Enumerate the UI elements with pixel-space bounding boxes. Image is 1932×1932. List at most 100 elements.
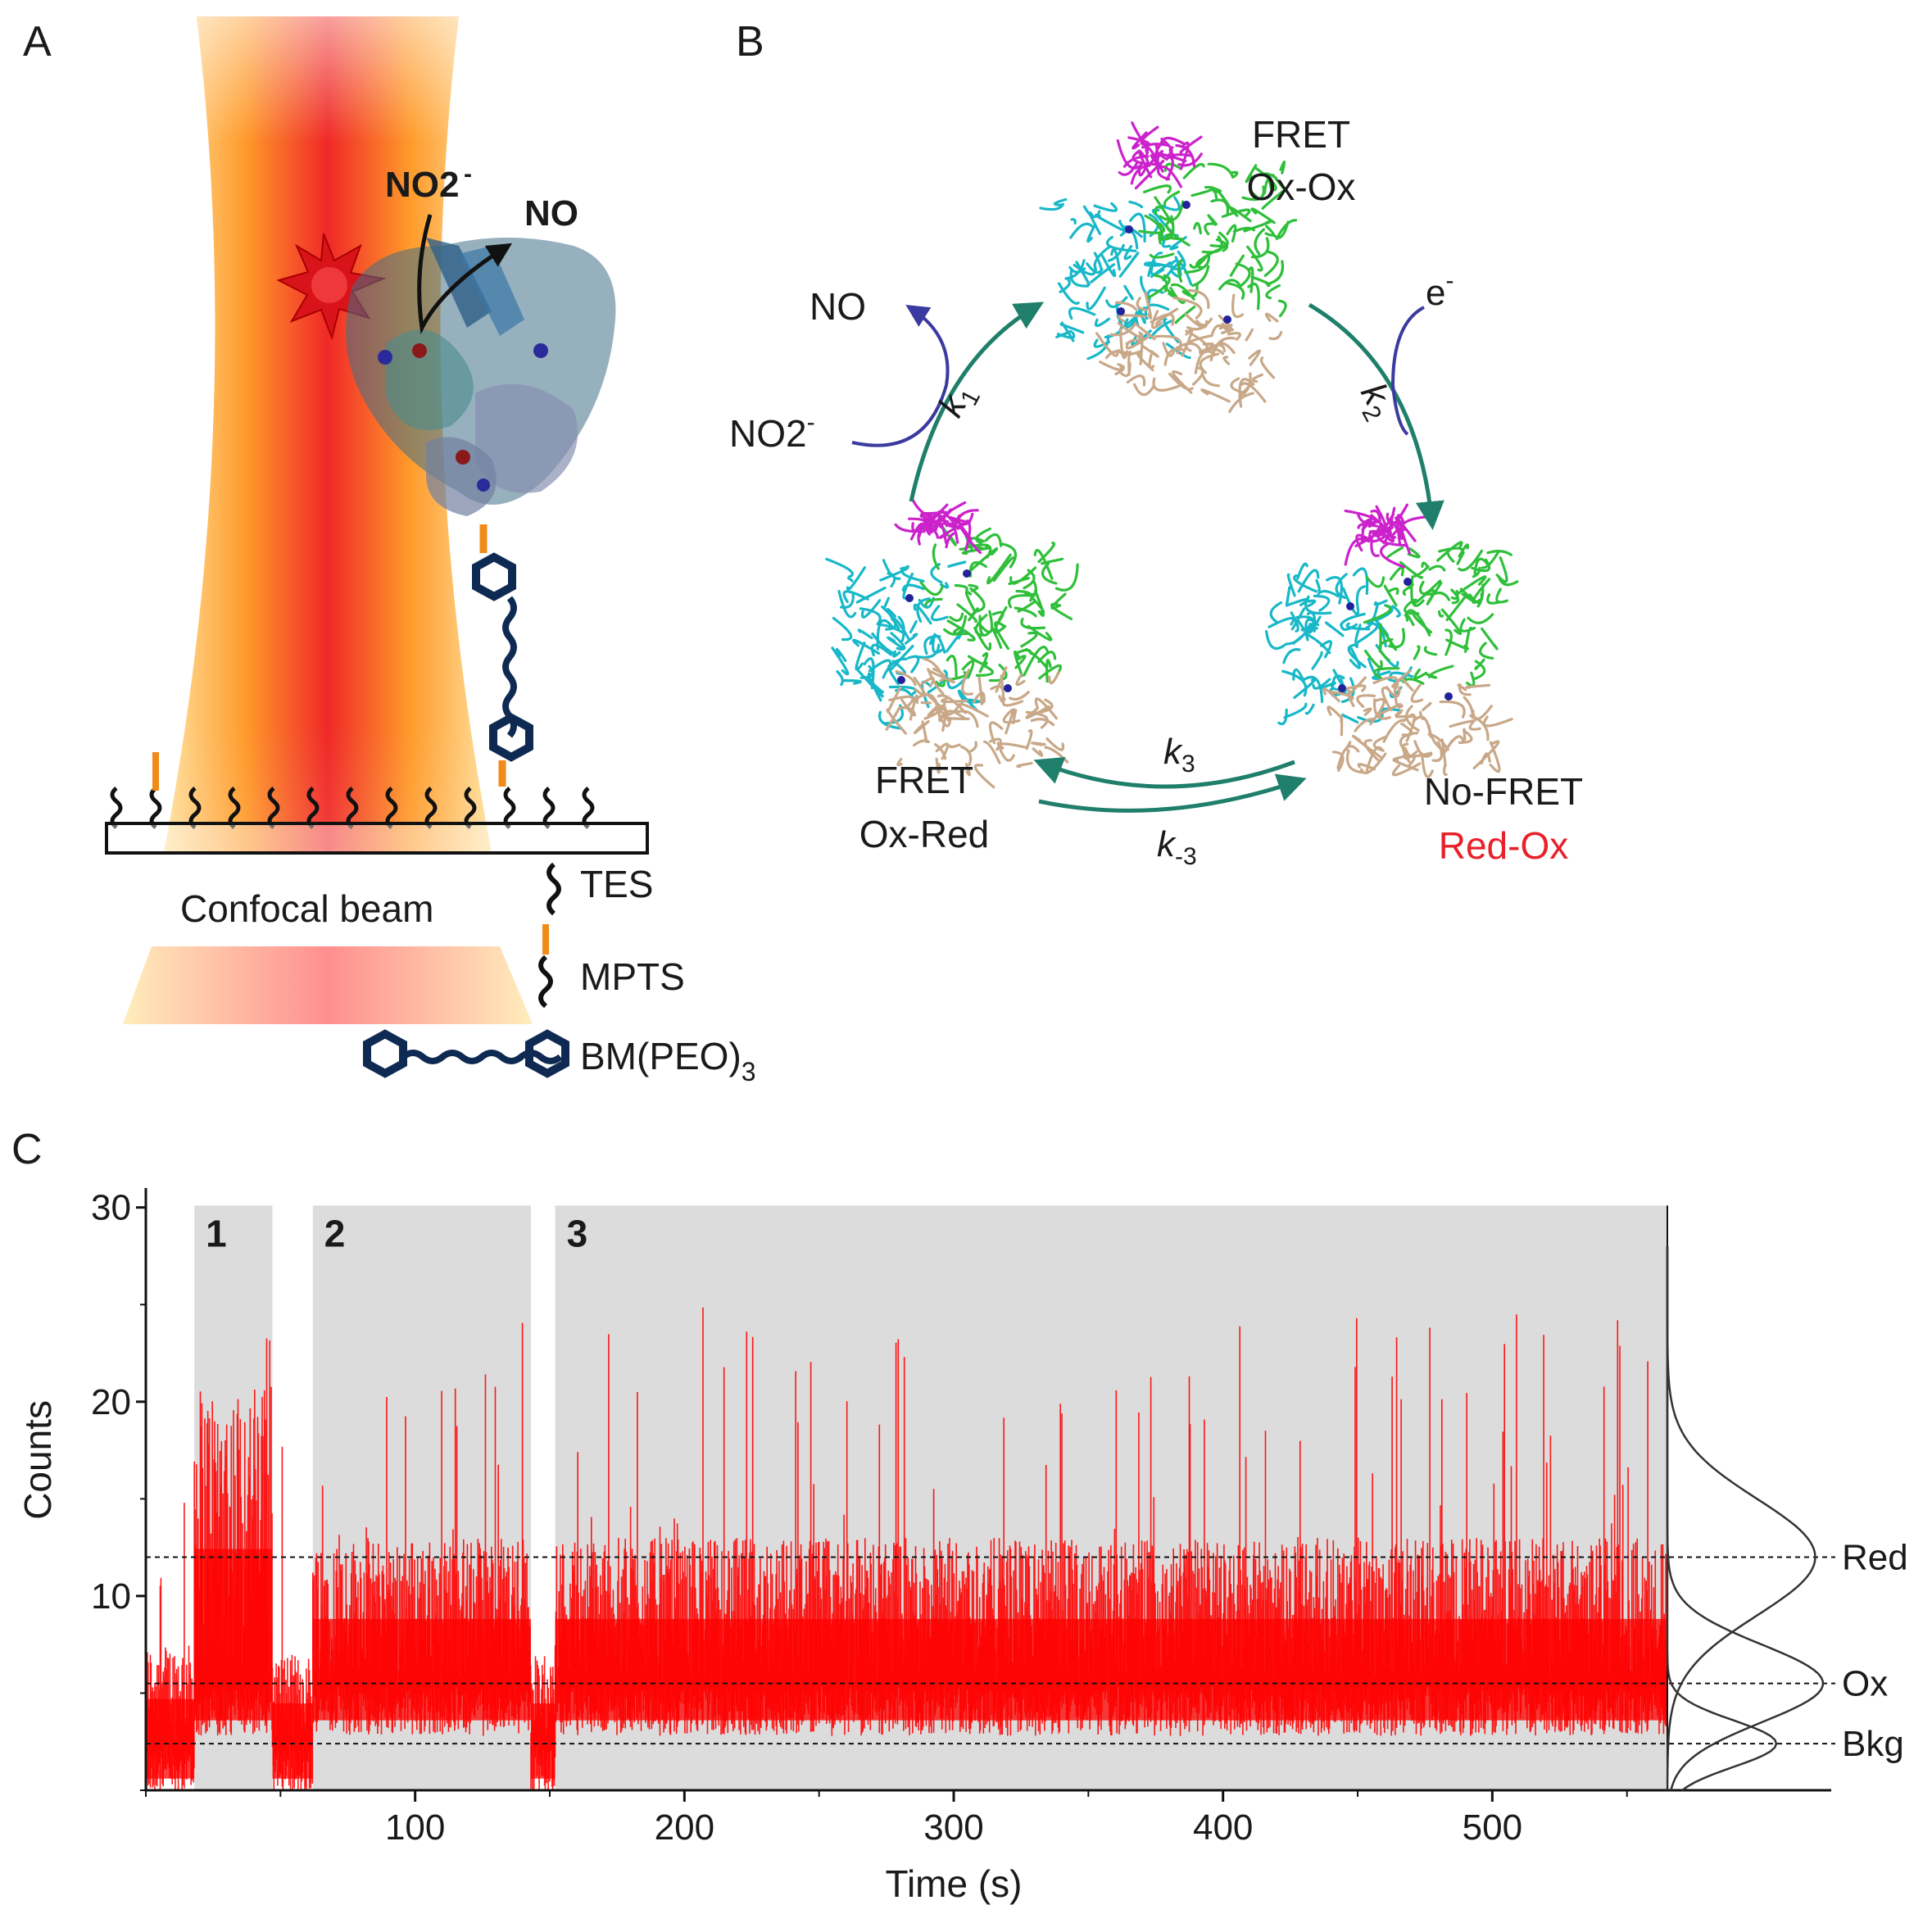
x-tick-label: 400 bbox=[1193, 1807, 1253, 1848]
histogram-gaussian-red bbox=[1666, 1246, 1816, 1790]
legend-bmpeo-label: BM(PEO)3 bbox=[580, 1035, 756, 1086]
counts-time-trace-chart: 1 2 3 Red Ox Bkg 10 20 30 100 200 300 400 500 Time (s)… bbox=[16, 1188, 1908, 1905]
level-label-bkg: Bkg bbox=[1842, 1724, 1904, 1764]
tes-linker bbox=[385, 787, 398, 829]
chain-c-ribbon bbox=[1095, 288, 1283, 413]
chain-b-ribbon bbox=[1363, 541, 1519, 687]
tether-linker-icon bbox=[472, 524, 533, 787]
dye-label bbox=[1344, 503, 1427, 569]
bm-peo-linker-icon bbox=[363, 1029, 569, 1078]
tes-linker bbox=[424, 787, 438, 829]
reaction-arrow-icon bbox=[417, 214, 513, 335]
panel-a-label: A bbox=[23, 18, 52, 66]
dye-label bbox=[1116, 121, 1203, 190]
x-tick-label: 500 bbox=[1463, 1807, 1522, 1848]
x-tick-label: 100 bbox=[385, 1807, 445, 1848]
nitrite-reductase-protein-icon bbox=[346, 238, 616, 516]
copper-site bbox=[1004, 684, 1012, 692]
tes-linker-icon bbox=[546, 862, 561, 916]
copper-site bbox=[1117, 307, 1125, 315]
state-right-line1: No-FRET bbox=[1424, 770, 1583, 813]
trace-core-band bbox=[194, 1549, 273, 1721]
k-3-label: k-3 bbox=[1157, 824, 1197, 870]
counts-trace bbox=[145, 1307, 1668, 1790]
confocal-beam-label: Confocal beam bbox=[180, 887, 433, 930]
x-tick-label: 300 bbox=[923, 1807, 983, 1848]
tes-linker bbox=[503, 787, 516, 829]
copper-site bbox=[1404, 578, 1412, 586]
electron-in-arrow bbox=[1390, 306, 1425, 436]
copper-site bbox=[1444, 692, 1453, 701]
copper-site bbox=[963, 569, 971, 578]
panel-c-label: C bbox=[11, 1126, 43, 1173]
level-label-ox: Ox bbox=[1842, 1664, 1888, 1704]
surface-tes-linkers bbox=[110, 787, 595, 829]
confocal-beam-lower bbox=[123, 946, 533, 1024]
glass-substrate bbox=[105, 822, 649, 855]
state-top-line1: FRET bbox=[1252, 113, 1350, 156]
copper-site bbox=[1338, 684, 1346, 692]
region-label-2: 2 bbox=[324, 1212, 346, 1254]
copper-site bbox=[1125, 225, 1133, 234]
tes-linker bbox=[542, 787, 556, 829]
nitric-oxide-label: NO bbox=[524, 193, 578, 234]
legend-mpts-label: MPTS bbox=[580, 955, 685, 998]
state-top-line2: Ox-Ox bbox=[1247, 166, 1356, 208]
tes-linker bbox=[346, 787, 359, 829]
chain-b-ribbon bbox=[1138, 161, 1298, 324]
panel-c: C 1 2 3 Red Ox Bkg 10 20 30 100 200 300 400 500 Time (… bbox=[11, 1126, 1908, 1905]
k3-arrow bbox=[1033, 756, 1295, 789]
chain-b-ribbon bbox=[919, 524, 1079, 687]
k3-label: k3 bbox=[1163, 732, 1195, 778]
chain-c-ribbon bbox=[885, 657, 1069, 789]
panel-b-label: B bbox=[736, 18, 764, 66]
region-label-1: 1 bbox=[206, 1212, 227, 1254]
nitrite-reagent-label: NO2- bbox=[729, 409, 815, 455]
nitrite-label: NO2 bbox=[385, 165, 459, 205]
tes-linker bbox=[267, 787, 280, 829]
chain-a-ribbon bbox=[1265, 562, 1414, 726]
k1-arrow bbox=[909, 302, 1045, 502]
legend-tes-label: TES bbox=[580, 863, 653, 905]
trace-core-band bbox=[272, 1703, 313, 1779]
y-tick-label: 20 bbox=[91, 1382, 131, 1422]
tes-linker bbox=[188, 787, 202, 829]
no-product-label: NO bbox=[810, 285, 866, 328]
nitrite-charge: - bbox=[464, 161, 472, 188]
nitrite-in-arrow bbox=[851, 304, 950, 447]
level-label-red: Red bbox=[1842, 1537, 1908, 1577]
trace-core-band bbox=[146, 1698, 195, 1779]
copper-site bbox=[1223, 315, 1231, 324]
protein-red-ox-icon bbox=[1265, 503, 1519, 778]
copper-site bbox=[1182, 201, 1190, 209]
trace-core-band bbox=[555, 1618, 1667, 1721]
x-axis-title: Time (s) bbox=[886, 1862, 1023, 1905]
histogram-gaussian-ox bbox=[1666, 1246, 1825, 1791]
x-tick-label: 200 bbox=[655, 1807, 714, 1848]
copper-site bbox=[897, 676, 905, 684]
state-right-line2: Red-Ox bbox=[1439, 824, 1568, 867]
y-tick-label: 10 bbox=[91, 1576, 131, 1617]
dye-label bbox=[894, 495, 982, 555]
copper-site bbox=[905, 594, 914, 602]
trace-core-band bbox=[531, 1703, 556, 1779]
state-left-line2: Ox-Red bbox=[859, 813, 989, 855]
histogram-gaussian-bkg bbox=[1666, 1246, 1778, 1792]
copper-site bbox=[1346, 602, 1354, 610]
region-label-3: 3 bbox=[567, 1212, 588, 1254]
tes-linker bbox=[306, 787, 320, 829]
electron-label: e- bbox=[1426, 267, 1454, 313]
tes-linker bbox=[110, 787, 123, 829]
linker-legend: TES MPTS BM(PEO)3 bbox=[363, 862, 756, 1086]
tes-linker bbox=[149, 787, 162, 829]
tes-linker bbox=[582, 787, 595, 829]
panel-a: A NO2 - NO bbox=[23, 16, 756, 1086]
chain-c-ribbon bbox=[1322, 669, 1513, 778]
tes-linker bbox=[228, 787, 241, 829]
k-3-arrow bbox=[1038, 773, 1307, 813]
trace-core-band bbox=[312, 1618, 532, 1721]
protein-ox-ox-icon bbox=[1039, 121, 1298, 413]
protein-ox-red-icon bbox=[825, 495, 1079, 789]
state-left-line1: FRET bbox=[875, 759, 973, 801]
